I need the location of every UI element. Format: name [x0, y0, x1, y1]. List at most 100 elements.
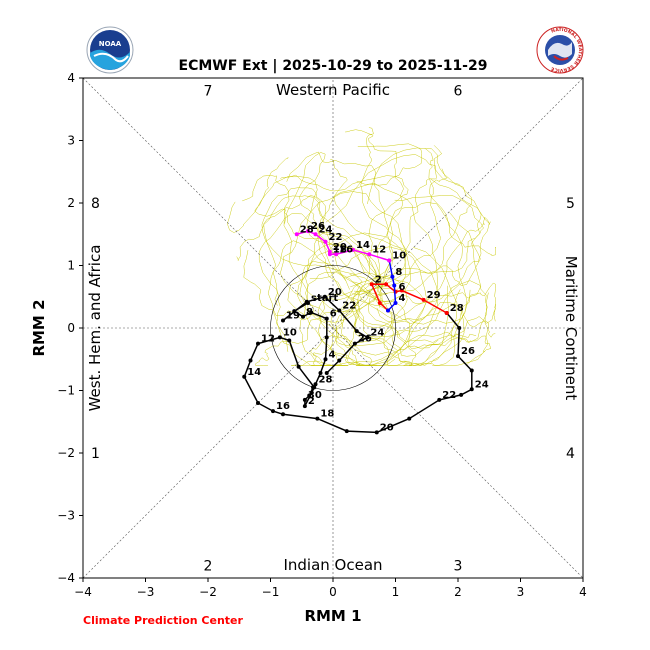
nws-logo-icon: NATIONAL WEATHER SERVICE: [536, 26, 584, 74]
ensemble-member: [284, 152, 379, 302]
point-label: 6: [330, 309, 337, 320]
y-tick-label: −4: [57, 571, 75, 585]
series-point: [337, 308, 342, 313]
point-label: 19: [286, 311, 300, 322]
point-label: 26: [461, 346, 475, 357]
x-tick-label: −4: [74, 585, 92, 599]
series-point: [386, 308, 390, 313]
point-label: 20: [328, 287, 342, 298]
ensemble-member: [263, 195, 381, 306]
series-point: [256, 401, 260, 405]
y-tick-label: 3: [67, 134, 75, 148]
point-label: 16: [339, 244, 353, 255]
series-point: [281, 412, 285, 417]
ensemble-member: [286, 151, 393, 308]
series-point: [248, 358, 253, 363]
series-point: [352, 341, 357, 346]
ensemble-member: [236, 195, 350, 290]
x-tick-label: −3: [137, 585, 155, 599]
ensemble-member: [345, 178, 490, 303]
series-point: [384, 282, 389, 287]
ensemble-member: [345, 289, 465, 366]
phase-number: 8: [91, 196, 100, 212]
point-label: 16: [276, 401, 290, 412]
series-point: [324, 371, 329, 375]
series-point: [277, 335, 282, 340]
series-point: [421, 297, 426, 302]
point-label: 18: [320, 409, 334, 420]
point-label: 22: [342, 301, 356, 312]
y-tick-label: 4: [67, 71, 75, 85]
y-axis-label: RMM 2: [30, 299, 48, 356]
ensemble-member: [352, 216, 491, 329]
series-point: [457, 326, 462, 330]
point-label: 24: [370, 327, 384, 338]
series-point: [301, 314, 305, 319]
point-label: 14: [356, 240, 370, 251]
ensemble-member: [373, 195, 484, 290]
series-line: [243, 302, 473, 434]
ensemble-member: [349, 147, 441, 288]
point-label: 20: [333, 242, 347, 253]
series-point: [337, 358, 342, 363]
ensemble-member: [297, 232, 407, 323]
series-point: [281, 318, 285, 323]
point-label: 28: [450, 303, 464, 314]
point-label: 20: [380, 422, 394, 433]
series-point: [399, 288, 404, 293]
point-label: 2: [375, 274, 382, 285]
ensemble-member: [309, 246, 428, 346]
series-point: [374, 430, 379, 435]
series-point: [307, 393, 312, 398]
series-point: [309, 310, 314, 315]
series-point: [324, 316, 329, 321]
point-label: 14: [247, 367, 261, 378]
series-point: [318, 371, 323, 375]
region-label-top: Western Pacific: [276, 81, 390, 99]
series-point: [437, 397, 442, 402]
series-point: [390, 274, 395, 279]
point-label: 2: [308, 396, 315, 407]
series-point: [369, 282, 374, 287]
point-label: 28: [319, 374, 333, 385]
noaa-logo-text: NOAA: [99, 40, 122, 48]
x-tick-label: 3: [517, 585, 525, 599]
x-tick-label: −2: [199, 585, 217, 599]
y-tick-label: 2: [67, 196, 75, 210]
series-point: [315, 416, 320, 421]
phase-number: 2: [204, 559, 213, 575]
point-label: 24: [475, 379, 489, 390]
ensemble-member: [354, 285, 449, 366]
ensemble-member: [317, 143, 423, 302]
series-point: [351, 247, 355, 252]
forecast-tracks: start86428302101214161820222426281920222…: [242, 221, 489, 435]
point-label: 22: [329, 232, 343, 243]
point-label: 12: [372, 244, 386, 255]
ensemble-member: [261, 187, 363, 282]
series-point: [456, 354, 460, 359]
ensemble-member: [325, 154, 437, 286]
ensemble-member: [345, 129, 404, 287]
series-point: [322, 294, 327, 299]
ensemble-member: [377, 202, 496, 285]
series-point: [306, 229, 310, 234]
y-tick-label: −1: [57, 384, 75, 398]
series-point: [256, 341, 260, 346]
ensemble-member: [363, 148, 482, 292]
series-point: [302, 397, 307, 402]
series-point: [444, 311, 449, 315]
ensemble-member: [280, 174, 409, 297]
point-label: 10: [392, 251, 406, 262]
ensemble-member: [354, 127, 411, 302]
series-point: [242, 374, 247, 379]
ensemble-members: [227, 127, 496, 366]
ensemble-member: [381, 168, 468, 325]
ensemble-member: [350, 282, 496, 322]
x-tick-label: 1: [392, 585, 400, 599]
region-label-left: West. Hem. and Africa: [86, 245, 104, 412]
series-point: [365, 335, 370, 340]
point-label: 28: [300, 224, 314, 235]
y-tick-label: −3: [57, 509, 75, 523]
